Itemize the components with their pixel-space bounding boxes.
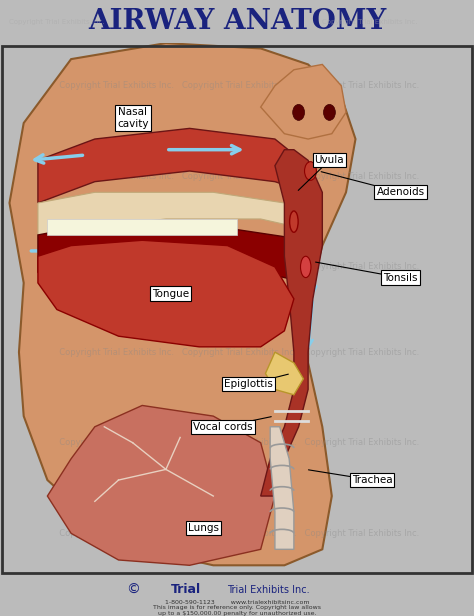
Text: Trial Exhibits Inc.: Trial Exhibits Inc. (228, 585, 310, 595)
Text: Copyright Trial Exhibits Inc.   Copyright Trial Exhibits Inc.   Copyright Trial : Copyright Trial Exhibits Inc. Copyright … (55, 347, 419, 357)
Text: Copyright Trial Exhibits Inc.   Copyright Trial Exhibits Inc.   Copyright Trial : Copyright Trial Exhibits Inc. Copyright … (55, 81, 419, 91)
Polygon shape (47, 405, 275, 565)
Text: Tonsils: Tonsils (383, 272, 418, 283)
Polygon shape (38, 192, 308, 246)
Polygon shape (265, 352, 303, 395)
Text: Trachea: Trachea (352, 475, 392, 485)
Text: Adenoids: Adenoids (376, 187, 425, 197)
Polygon shape (47, 256, 237, 272)
Polygon shape (38, 224, 308, 283)
Text: Vocal cords: Vocal cords (193, 422, 253, 432)
Text: Tongue: Tongue (152, 288, 189, 299)
Polygon shape (38, 128, 308, 203)
Text: Copyright Trial Exhibits Inc.: Copyright Trial Exhibits Inc. (322, 18, 418, 25)
Text: Copyright Trial Exhibits Inc.: Copyright Trial Exhibits Inc. (9, 18, 105, 25)
Ellipse shape (304, 161, 317, 180)
Text: Copyright Trial Exhibits Inc.   Copyright Trial Exhibits Inc.   Copyright Trial : Copyright Trial Exhibits Inc. Copyright … (55, 262, 419, 272)
Ellipse shape (301, 256, 311, 278)
Text: Lungs: Lungs (188, 523, 219, 533)
Ellipse shape (292, 104, 304, 120)
Ellipse shape (323, 104, 335, 120)
Text: Uvula: Uvula (315, 155, 344, 165)
Polygon shape (261, 65, 346, 139)
Text: Trial: Trial (171, 583, 201, 596)
Text: ©: © (126, 583, 140, 597)
Polygon shape (270, 427, 294, 549)
Text: Copyright Trial Exhibits Inc.   Copyright Trial Exhibits Inc.   Copyright Trial : Copyright Trial Exhibits Inc. Copyright … (55, 529, 419, 538)
Text: Nasal
cavity: Nasal cavity (117, 107, 148, 129)
Ellipse shape (290, 211, 298, 232)
Text: Copyright Trial Exhibits Inc.   Copyright Trial Exhibits Inc.   Copyright Trial : Copyright Trial Exhibits Inc. Copyright … (55, 172, 419, 181)
Text: AIRWAY ANATOMY: AIRWAY ANATOMY (88, 8, 386, 35)
Polygon shape (261, 150, 322, 496)
Polygon shape (47, 219, 237, 235)
Text: Copyright Trial Exhibits Inc.   Copyright Trial Exhibits Inc.   Copyright Trial : Copyright Trial Exhibits Inc. Copyright … (55, 438, 419, 447)
Text: 1-800-590-1123        www.trialexhibitsinc.com
This image is for reference only.: 1-800-590-1123 www.trialexhibitsinc.com … (153, 600, 321, 616)
Polygon shape (9, 43, 356, 565)
Polygon shape (38, 240, 294, 347)
Text: Epiglottis: Epiglottis (224, 379, 273, 389)
